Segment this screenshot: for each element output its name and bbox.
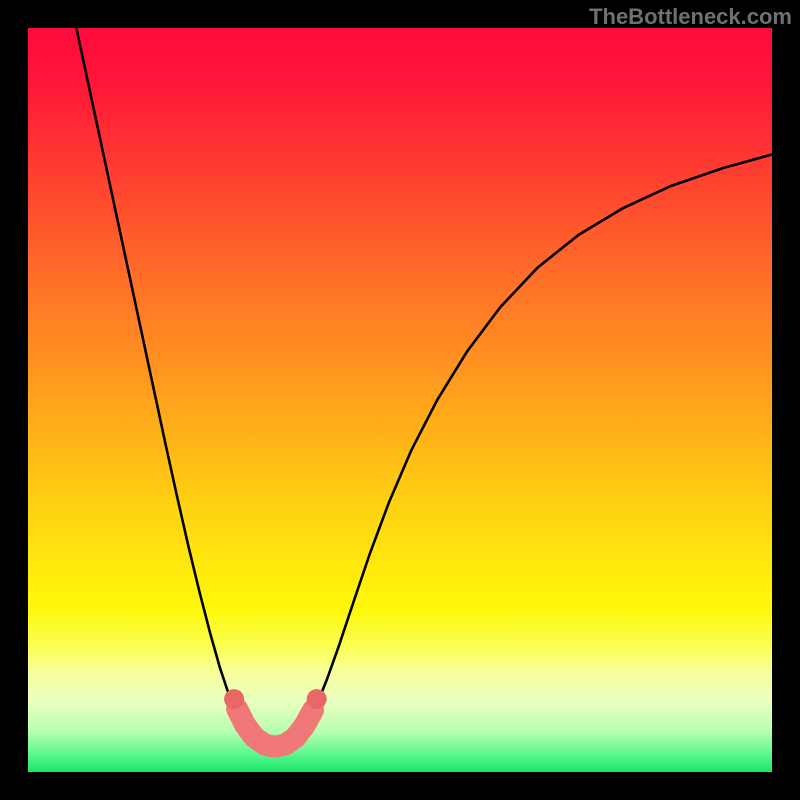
optimal-range-highlight	[237, 709, 313, 747]
range-end-dot-1	[307, 689, 327, 709]
plot-svg	[0, 0, 800, 800]
chart-container: TheBottleneck.com	[0, 0, 800, 800]
bottleneck-curve	[76, 28, 772, 743]
range-end-dot-0	[224, 689, 244, 709]
